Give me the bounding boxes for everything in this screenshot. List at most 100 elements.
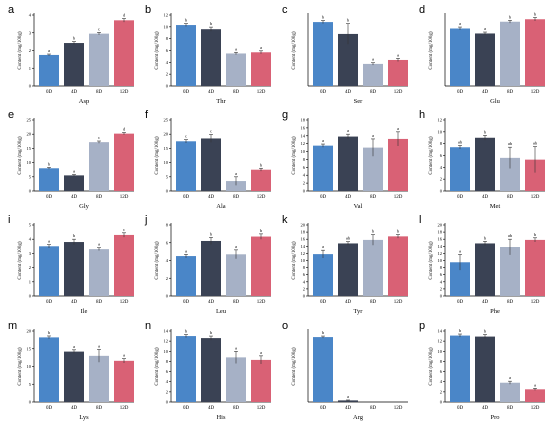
x-tick-label: 12D <box>257 90 266 95</box>
x-tick-label: 0D <box>183 300 190 305</box>
significance-label: ab <box>508 233 513 238</box>
bar-4D <box>201 240 221 296</box>
x-tick-label: 0D <box>457 300 464 305</box>
significance-label: a <box>372 57 374 62</box>
y-tick-label: 12 <box>301 251 306 256</box>
bar-12D <box>251 359 271 402</box>
x-tick-label: 12D <box>394 300 403 305</box>
y-tick-label: 10 <box>301 149 306 154</box>
significance-label: d <box>123 13 126 18</box>
y-tick-label: 5 <box>29 382 32 387</box>
bar-8D <box>89 249 109 296</box>
panel-letter: l <box>419 214 422 226</box>
y-tick-label: 2 <box>166 72 168 77</box>
y-tick-label: 0 <box>166 400 169 405</box>
y-axis-label: Content (mg/100g) <box>155 241 160 280</box>
significance-label: a <box>185 248 187 253</box>
y-axis-label: Content (mg/100g) <box>429 31 434 70</box>
bar-8D <box>226 357 246 402</box>
bar-0D <box>176 25 196 86</box>
x-tick-label: 0D <box>46 195 53 200</box>
y-tick-label: 10 <box>438 258 443 263</box>
y-axis-label: Content (mg/100g) <box>18 136 23 175</box>
significance-label: a <box>260 45 262 50</box>
y-tick-label: 10 <box>438 349 443 354</box>
x-tick-label: 4D <box>482 406 489 411</box>
y-axis-label: Content (mg/100g) <box>18 241 23 280</box>
bar-chart: 0 2 4 6 8 10 12 14 Content (mg/100g) b 0D b 4D a 8D a 12… <box>155 329 271 421</box>
bar-chart: 0 2 4 6 8 10 12 14 Content (mg/100g) b 0D b 4D a 8D a 12… <box>429 328 545 421</box>
x-tick-label: 0D <box>320 90 327 95</box>
x-tick-label: 8D <box>507 406 514 411</box>
x-tick-label: 12D <box>257 406 266 411</box>
significance-label: a <box>322 138 324 143</box>
y-tick-label: 14 <box>438 244 443 249</box>
y-tick-label: 25 <box>27 118 32 123</box>
y-tick-label: 16 <box>301 237 306 242</box>
y-tick-label: 0 <box>166 294 169 299</box>
x-tick-label: 8D <box>233 406 240 411</box>
bar-4D <box>475 33 495 86</box>
bar-12D <box>388 138 408 191</box>
bar-8D <box>89 33 109 86</box>
x-axis-label: Ala <box>216 203 226 210</box>
significance-label: c <box>98 135 100 140</box>
bar-0D <box>313 337 333 402</box>
y-axis-label: Content (mg/100g) <box>155 31 160 70</box>
x-tick-label: 0D <box>457 90 464 95</box>
x-axis-label: Glu <box>490 98 501 105</box>
panel-l: l 0 2 4 6 8 10 12 14 16 18 20 Content (mg/100g) a 0D b 4… <box>415 212 550 317</box>
significance-label: b <box>73 233 76 238</box>
x-tick-label: 12D <box>394 406 403 411</box>
significance-label: b <box>397 229 400 234</box>
y-tick-label: 4 <box>303 173 306 178</box>
y-tick-label: 6 <box>166 369 169 374</box>
y-tick-label: 8 <box>166 223 169 228</box>
x-axis-label: Tyr <box>354 308 364 315</box>
x-axis-label: Thr <box>216 98 226 105</box>
significance-label: a <box>509 375 511 380</box>
y-tick-label: 8 <box>440 141 443 146</box>
x-tick-label: 8D <box>233 300 240 305</box>
y-tick-label: 2 <box>303 286 305 291</box>
bar-12D <box>114 20 134 87</box>
y-tick-label: 12 <box>438 339 443 344</box>
y-tick-label: 14 <box>301 244 306 249</box>
y-tick-label: 6 <box>166 48 169 53</box>
x-tick-label: 4D <box>208 90 215 95</box>
y-tick-label: 8 <box>303 265 306 270</box>
y-tick-label: 15 <box>27 146 32 151</box>
bar-8D <box>226 181 246 191</box>
significance-label: b <box>322 15 325 20</box>
y-tick-label: 12 <box>164 13 169 18</box>
bar-8D <box>500 247 520 296</box>
y-tick-label: 1 <box>29 279 31 284</box>
bar-12D <box>251 169 271 191</box>
significance-label: a <box>98 242 100 247</box>
panel-letter: o <box>282 320 289 332</box>
significance-label: ab <box>533 141 538 146</box>
bar-chart: 0 2 4 6 8 10 12 Content (mg/100g) ab 0D b 4D ab 8D ab 1… <box>429 118 545 210</box>
y-tick-label: 2 <box>166 276 168 281</box>
x-axis-label: Ile <box>81 308 88 315</box>
significance-label: a <box>347 128 349 133</box>
x-tick-label: 4D <box>345 406 352 411</box>
bar-0D <box>313 22 333 87</box>
significance-label: b <box>185 329 188 334</box>
y-tick-label: 6 <box>440 272 443 277</box>
panel-e: e 0 5 10 15 20 25 Content (mg/100g) b 0D a 4D c 8D d 12… <box>4 107 141 212</box>
y-tick-label: 14 <box>438 329 443 334</box>
y-tick-label: 4 <box>166 258 169 263</box>
x-tick-label: 12D <box>257 300 266 305</box>
y-axis-label: Content (mg/100g) <box>292 347 297 386</box>
y-tick-label: 4 <box>440 165 443 170</box>
significance-label: b <box>73 36 76 41</box>
bar-12D <box>114 234 134 296</box>
significance-label: b <box>484 129 487 134</box>
y-tick-label: 20 <box>27 132 32 137</box>
significance-label: b <box>534 11 537 16</box>
y-tick-label: 0 <box>29 294 32 299</box>
bar-0D <box>39 168 59 191</box>
bar-4D <box>475 243 495 296</box>
